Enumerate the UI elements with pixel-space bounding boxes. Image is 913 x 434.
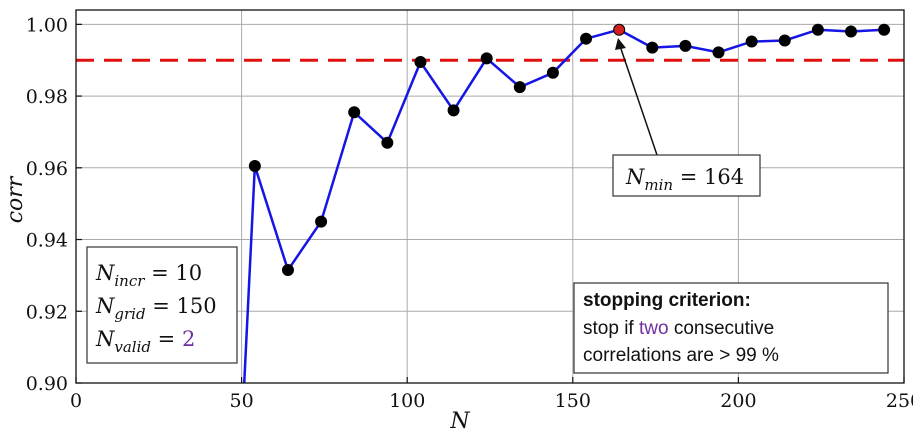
stopping-line1: stop if two consecutive bbox=[583, 318, 774, 339]
y-tick-label: 0.90 bbox=[26, 373, 68, 395]
parameter-line: Ngrid = 150 bbox=[95, 294, 217, 323]
data-point bbox=[712, 46, 725, 59]
data-point bbox=[381, 136, 394, 149]
nmin-text: Nmin = 164 bbox=[625, 165, 744, 194]
stopping-title: stopping criterion: bbox=[583, 290, 751, 311]
y-tick-label: 0.92 bbox=[26, 301, 68, 323]
data-point bbox=[580, 32, 593, 45]
nmin-box bbox=[612, 154, 761, 197]
parameter-line: Nvalid = 2 bbox=[95, 327, 195, 356]
x-tick-label: 0 bbox=[70, 390, 82, 412]
data-point bbox=[646, 41, 659, 54]
x-tick-label: 250 bbox=[886, 390, 913, 412]
data-point bbox=[248, 160, 261, 173]
parameters-box bbox=[86, 246, 238, 364]
y-tick-label: 0.96 bbox=[26, 158, 68, 180]
data-point bbox=[348, 106, 361, 119]
x-axis-title: N bbox=[449, 409, 470, 434]
plot-frame bbox=[75, 9, 905, 384]
x-tick-label: 100 bbox=[389, 390, 425, 412]
y-axis-title: corr bbox=[3, 175, 28, 223]
data-point bbox=[745, 35, 758, 48]
parameter-line: Nincr = 10 bbox=[95, 261, 202, 290]
stopping-line2: correlations are > 99 % bbox=[583, 345, 779, 366]
stopping-box bbox=[573, 282, 889, 374]
x-tick-label: 150 bbox=[555, 390, 591, 412]
parameters-list: Nincr = 10 Ngrid = 150 Nvalid = 2 bbox=[95, 261, 217, 356]
data-point bbox=[281, 264, 294, 277]
data-point bbox=[546, 66, 559, 79]
data-point bbox=[878, 23, 891, 36]
x-axis-ticks: 0 50 100 150 200 250 bbox=[70, 377, 913, 412]
data-point bbox=[447, 104, 460, 117]
nmin-data-point bbox=[613, 23, 626, 36]
data-point bbox=[811, 23, 824, 36]
nmin-arrowhead bbox=[615, 38, 626, 50]
y-tick-label: 1.00 bbox=[26, 14, 68, 36]
data-point bbox=[679, 39, 692, 52]
data-point bbox=[414, 56, 427, 69]
data-point bbox=[315, 215, 328, 228]
data-point bbox=[845, 25, 858, 38]
x-tick-label: 200 bbox=[720, 390, 756, 412]
data-point bbox=[480, 52, 493, 65]
x-tick-label: 50 bbox=[230, 390, 254, 412]
y-tick-label: 0.98 bbox=[26, 86, 68, 108]
y-axis-ticks: 0.90 0.92 0.94 0.96 0.98 1.00 bbox=[26, 14, 82, 395]
data-point bbox=[778, 34, 791, 47]
nmin-arrow-line bbox=[619, 45, 658, 156]
y-tick-label: 0.94 bbox=[26, 230, 68, 252]
data-point bbox=[513, 81, 526, 94]
data-markers bbox=[248, 23, 891, 277]
